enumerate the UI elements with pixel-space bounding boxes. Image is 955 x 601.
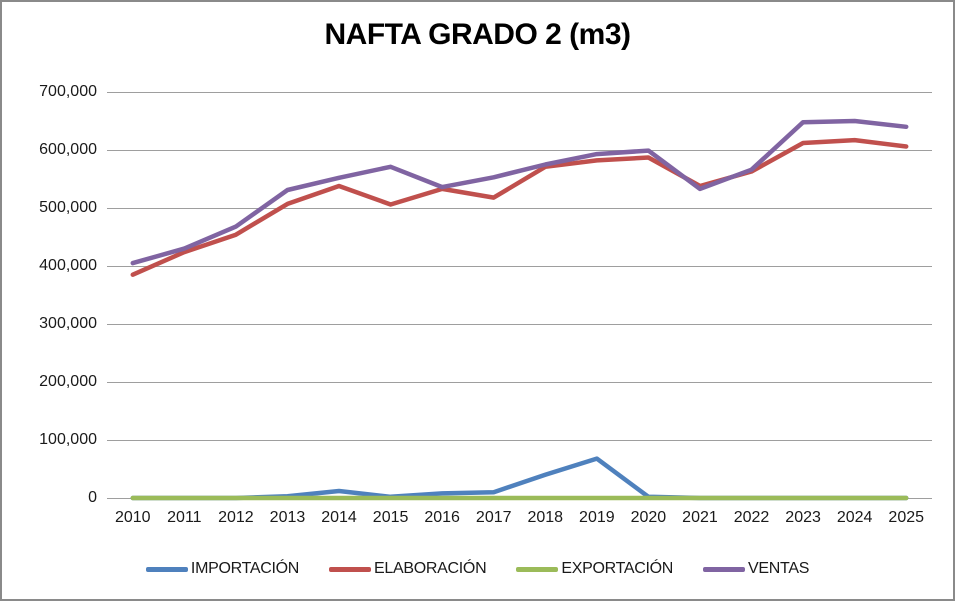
legend-label: VENTAS — [748, 560, 810, 577]
legend-marker-icon — [703, 566, 746, 572]
legend-label: IMPORTACIÓN — [190, 560, 300, 577]
x-tick-label: 2015 — [372, 509, 409, 526]
y-tick-label: 700,000 — [39, 83, 97, 100]
x-tick-label: 2020 — [630, 509, 667, 526]
y-tick-label: 200,000 — [39, 373, 97, 390]
legend-item-importacion: IMPORTACIÓN — [145, 560, 300, 578]
x-tick-label: 2024 — [836, 509, 873, 526]
legend: IMPORTACIÓN ELABORACIÓN EXPORTACIÓN VENTAS — [2, 555, 953, 583]
x-tick-label: 2010 — [114, 509, 151, 526]
x-tick-label: 2022 — [733, 509, 770, 526]
series-line-ventas — [130, 118, 909, 266]
y-tick-label: 0 — [88, 489, 97, 506]
legend-marker-icon — [329, 566, 372, 572]
legend-marker-icon — [145, 566, 188, 572]
chart-title: NAFTA GRADO 2 (m3) — [324, 18, 632, 51]
x-tick-label: 2012 — [218, 509, 254, 526]
legend-label: EXPORTACIÓN — [561, 560, 674, 577]
legend-item-exportacion: EXPORTACIÓN — [516, 560, 673, 578]
x-tick-label: 2016 — [424, 509, 460, 526]
y-tick-label: 600,000 — [39, 141, 97, 158]
x-tick-label: 2023 — [785, 509, 821, 526]
series-line-importacion — [130, 456, 909, 501]
x-tick-label: 2025 — [888, 509, 925, 526]
x-tick-label: 2018 — [527, 509, 564, 526]
y-tick-label: 300,000 — [39, 315, 97, 332]
x-tick-label: 2013 — [269, 509, 306, 526]
legend-item-elaboracion: ELABORACIÓN — [329, 560, 487, 578]
x-tick-label: 2014 — [321, 509, 357, 526]
legend-item-ventas: VENTAS — [703, 560, 809, 578]
x-tick-label: 2011 — [167, 509, 202, 526]
x-tick-label: 2019 — [579, 509, 615, 526]
y-tick-label: 400,000 — [39, 257, 97, 274]
y-tick-label: 500,000 — [39, 199, 97, 216]
x-tick-label: 2017 — [475, 509, 512, 526]
legend-marker-icon — [516, 566, 559, 572]
legend-label: ELABORACIÓN — [374, 560, 487, 577]
y-tick-label: 100,000 — [39, 431, 97, 448]
series-line-elaboracion — [130, 137, 909, 277]
x-tick-label: 2021 — [682, 509, 718, 526]
